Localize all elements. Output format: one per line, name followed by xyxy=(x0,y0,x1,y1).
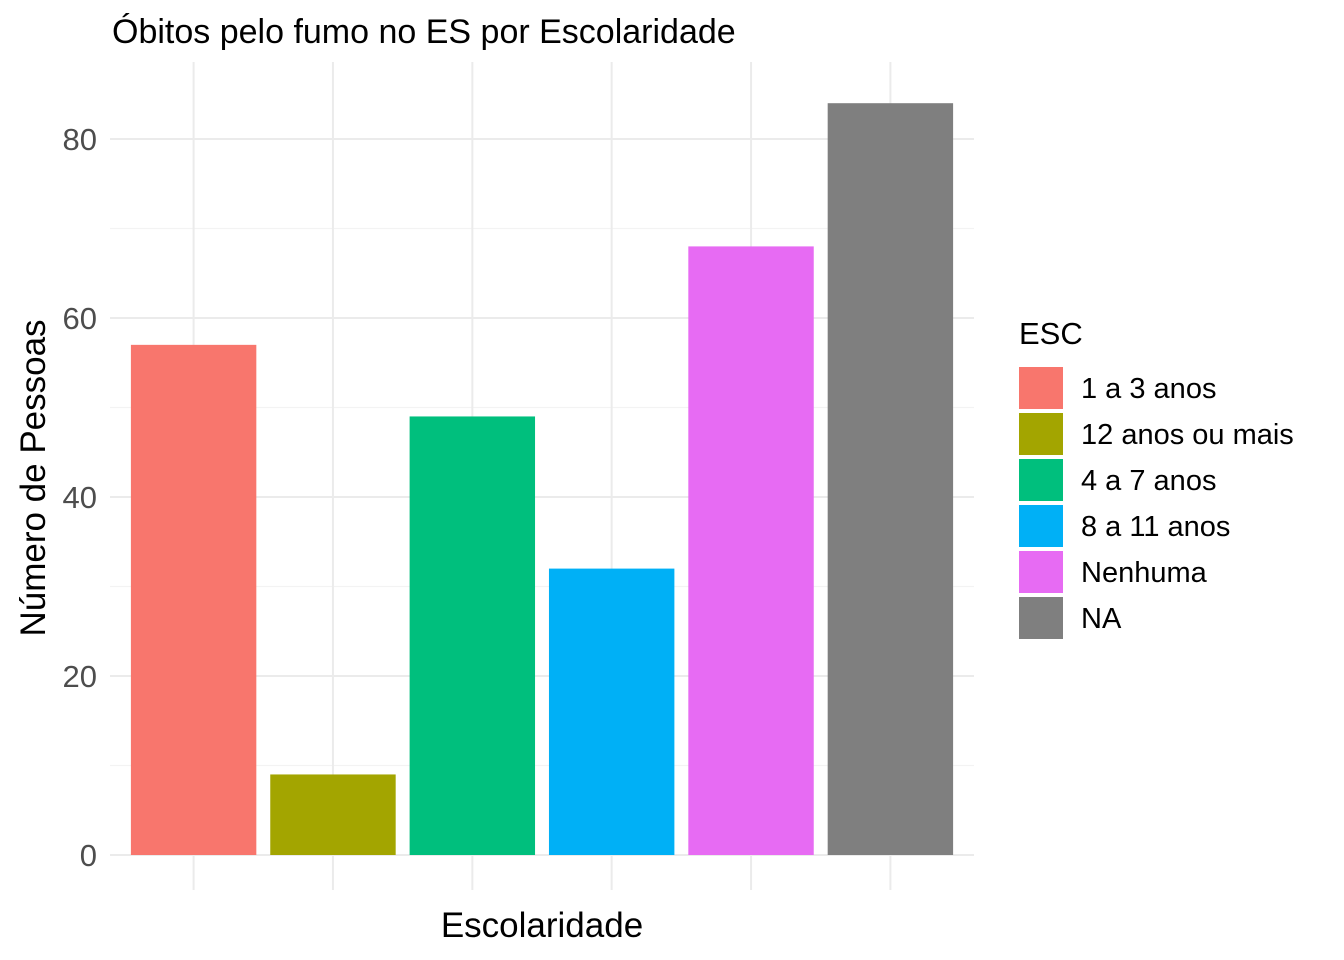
y-tick-label: 0 xyxy=(80,838,97,873)
legend-label: NA xyxy=(1081,603,1122,635)
legend-swatch xyxy=(1019,413,1063,455)
legend-swatch xyxy=(1019,367,1063,409)
legend-label: 4 a 7 anos xyxy=(1081,465,1216,497)
legend-label: 12 anos ou mais xyxy=(1081,419,1294,451)
chart-title: Óbitos pelo fumo no ES por Escolaridade xyxy=(112,13,736,51)
bars xyxy=(130,103,954,855)
bar-8-a-11-anos xyxy=(548,568,675,855)
y-axis-title: Número de Pessoas xyxy=(14,319,53,636)
bar-4-a-7-anos xyxy=(409,416,536,855)
legend-swatch xyxy=(1019,597,1063,639)
bar-nenhuma xyxy=(688,246,814,855)
legend-swatch xyxy=(1019,551,1063,593)
legend-title: ESC xyxy=(1019,316,1083,351)
x-axis-title: Escolaridade xyxy=(441,906,643,945)
y-tick-label: 60 xyxy=(63,301,97,336)
legend-swatch xyxy=(1019,459,1063,501)
bar-na xyxy=(827,103,954,855)
legend-swatch xyxy=(1019,505,1063,547)
bar-12-anos-ou-mais xyxy=(270,774,396,855)
legend-label: 1 a 3 anos xyxy=(1081,373,1216,405)
legend-label: 8 a 11 anos xyxy=(1081,511,1230,543)
legend-label: Nenhuma xyxy=(1081,557,1208,589)
bar-1-a-3-anos xyxy=(130,344,257,855)
y-axis-ticks: 0 20 40 60 80 xyxy=(63,122,97,873)
y-tick-label: 80 xyxy=(63,122,97,157)
y-tick-label: 40 xyxy=(63,480,97,515)
legend-items: 1 a 3 anos 12 anos ou mais 4 a 7 anos 8 a 1… xyxy=(1019,367,1294,639)
y-tick-label: 20 xyxy=(63,659,97,694)
legend: ESC 1 a 3 anos 12 anos ou mais 4 a 7 anos 8… xyxy=(1019,316,1294,639)
